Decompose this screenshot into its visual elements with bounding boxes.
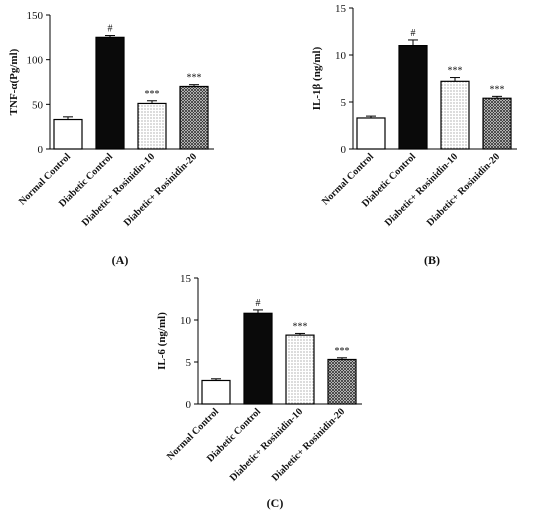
- y-tick-label: 0: [186, 399, 192, 411]
- bar-diabetic-rosinidin-10: [285, 334, 315, 405]
- y-tick-label: 10: [335, 50, 347, 62]
- significance-marker: ***: [448, 66, 463, 77]
- panel-label: (C): [267, 496, 284, 510]
- bar-diabetic-rosinidin-10: [137, 102, 167, 150]
- bar-diabetic-control: [95, 36, 125, 150]
- y-tick-label: 0: [341, 144, 347, 156]
- y-tick-label: 5: [341, 97, 347, 109]
- bar-normal-control: [356, 117, 386, 150]
- bar-normal-control: [201, 379, 231, 405]
- significance-marker: ***: [490, 84, 505, 95]
- bar-diabetic-rosinidin-20: [179, 85, 209, 150]
- significance-marker: #: [108, 24, 113, 35]
- significance-marker: ***: [187, 73, 202, 84]
- bar-diabetic-rosinidin-20: [482, 97, 512, 150]
- y-axis-title: TNF-α(Pg/ml): [8, 48, 20, 115]
- category-label: Diabetic+ Rosinidin-10: [383, 151, 460, 228]
- significance-marker: ***: [335, 346, 350, 357]
- category-label: Diabetic+ Rosinidin-10: [228, 406, 305, 483]
- y-tick-label: 50: [32, 99, 44, 111]
- significance-marker: #: [256, 298, 261, 309]
- bar-diabetic-control: [243, 312, 273, 405]
- y-tick-label: 150: [27, 10, 44, 22]
- y-tick-label: 10: [180, 315, 192, 327]
- y-axis-title: IL-1β (ng/ml): [311, 46, 323, 110]
- y-tick-label: 0: [38, 144, 44, 156]
- category-label: Diabetic+ Rosinidin-20: [122, 151, 199, 228]
- panel-label: (B): [424, 253, 440, 267]
- significance-marker: #: [411, 28, 416, 39]
- significance-marker: ***: [145, 89, 160, 100]
- y-tick-label: 5: [186, 357, 192, 369]
- bar-diabetic-rosinidin-20: [327, 358, 357, 405]
- significance-marker: ***: [293, 321, 308, 332]
- category-label: Diabetic+ Rosinidin-20: [425, 151, 502, 228]
- y-tick-label: 15: [180, 273, 192, 285]
- y-axis-title: IL-6 (ng/ml): [156, 312, 168, 370]
- y-tick-label: 15: [335, 3, 347, 15]
- category-label: Diabetic+ Rosinidin-10: [80, 151, 157, 228]
- bar-diabetic-rosinidin-10: [440, 80, 470, 150]
- bar-normal-control: [53, 118, 83, 150]
- category-label: Diabetic+ Rosinidin-20: [270, 406, 347, 483]
- bar-diabetic-control: [398, 44, 428, 150]
- panel-label: (A): [112, 253, 129, 267]
- y-tick-label: 100: [27, 55, 44, 67]
